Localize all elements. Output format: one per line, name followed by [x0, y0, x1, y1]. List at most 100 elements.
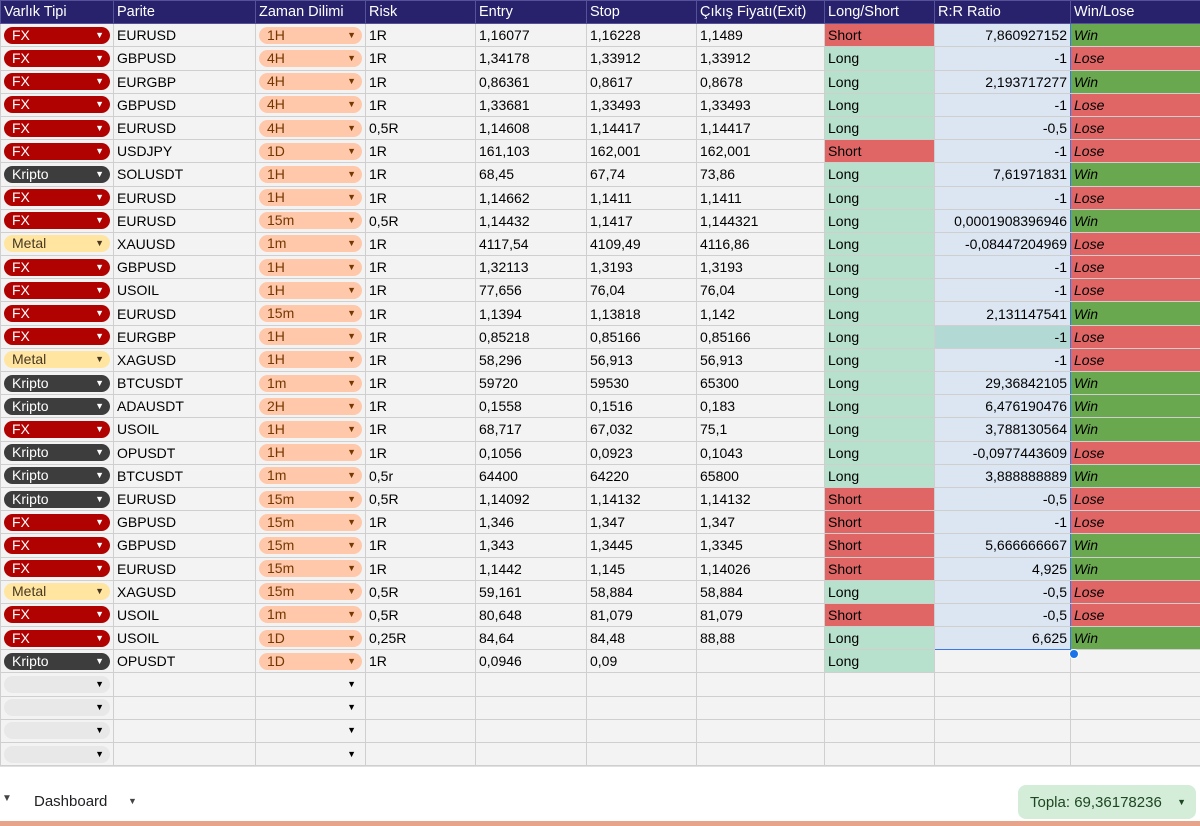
asset-type-dropdown[interactable]: Kripto ▼: [4, 444, 110, 462]
risk-cell[interactable]: 1R: [365, 394, 476, 419]
pair-cell[interactable]: EURUSD: [113, 486, 256, 512]
stop-cell[interactable]: 58,884: [586, 579, 697, 604]
entry-cell[interactable]: 0,86361: [475, 69, 587, 94]
direction-cell[interactable]: Long: [824, 255, 935, 280]
asset-type-cell[interactable]: FX ▼: [0, 510, 114, 535]
direction-cell[interactable]: [824, 672, 935, 697]
win-lose-cell[interactable]: Lose: [1070, 579, 1200, 604]
risk-cell[interactable]: 1R: [365, 301, 476, 326]
timeframe-cell[interactable]: 4H ▼: [255, 69, 366, 94]
timeframe-cell[interactable]: ▼: [255, 672, 366, 697]
rr-ratio-cell[interactable]: -1: [934, 510, 1071, 535]
asset-type-dropdown[interactable]: FX ▼: [4, 96, 110, 114]
asset-type-dropdown[interactable]: FX ▼: [4, 420, 110, 438]
exit-cell[interactable]: 1,3193: [696, 255, 825, 280]
asset-type-dropdown[interactable]: FX ▼: [4, 513, 110, 531]
exit-cell[interactable]: 1,1411: [696, 185, 825, 210]
asset-type-dropdown[interactable]: FX ▼: [4, 536, 110, 554]
stop-cell[interactable]: 1,145: [586, 556, 697, 581]
rr-ratio-cell[interactable]: -1: [934, 324, 1071, 349]
rr-ratio-cell[interactable]: 3,788130564: [934, 417, 1071, 442]
asset-type-cell[interactable]: FX ▼: [0, 602, 114, 628]
win-lose-cell[interactable]: Win: [1070, 626, 1200, 651]
direction-cell[interactable]: Long: [824, 324, 935, 349]
chevron-down-icon[interactable]: ▼: [128, 796, 137, 806]
pair-cell[interactable]: XAUUSD: [113, 231, 256, 257]
asset-type-cell[interactable]: FX ▼: [0, 115, 114, 141]
asset-type-cell[interactable]: ▼: [0, 741, 114, 766]
rr-ratio-cell[interactable]: -1: [934, 278, 1071, 303]
timeframe-dropdown[interactable]: 15m ▼: [259, 490, 362, 508]
stop-cell[interactable]: 64220: [586, 463, 697, 488]
direction-cell[interactable]: Short: [824, 23, 935, 48]
win-lose-cell[interactable]: Win: [1070, 208, 1200, 233]
asset-type-cell[interactable]: Kripto ▼: [0, 649, 114, 674]
asset-type-cell[interactable]: FX ▼: [0, 324, 114, 349]
risk-cell[interactable]: 1R: [365, 92, 476, 117]
risk-cell[interactable]: [365, 695, 476, 720]
timeframe-dropdown[interactable]: 15m ▼: [259, 560, 362, 578]
risk-cell[interactable]: 0,5R: [365, 208, 476, 233]
entry-cell[interactable]: 1,33681: [475, 92, 587, 117]
exit-cell[interactable]: 73,86: [696, 162, 825, 187]
asset-type-cell[interactable]: Kripto ▼: [0, 486, 114, 512]
risk-cell[interactable]: 0,25R: [365, 626, 476, 651]
rr-ratio-cell[interactable]: -0,08447204969: [934, 231, 1071, 257]
asset-type-cell[interactable]: FX ▼: [0, 255, 114, 280]
exit-cell[interactable]: 0,85166: [696, 324, 825, 349]
timeframe-dropdown[interactable]: 1H ▼: [259, 165, 362, 183]
exit-cell[interactable]: [696, 741, 825, 766]
exit-cell[interactable]: 1,1489: [696, 23, 825, 48]
asset-type-dropdown[interactable]: FX ▼: [4, 26, 110, 44]
stop-cell[interactable]: 1,14417: [586, 115, 697, 141]
risk-cell[interactable]: 1R: [365, 370, 476, 396]
win-lose-cell[interactable]: Lose: [1070, 139, 1200, 164]
entry-cell[interactable]: 1,16077: [475, 23, 587, 48]
stop-cell[interactable]: 4109,49: [586, 231, 697, 257]
win-lose-cell[interactable]: Win: [1070, 417, 1200, 442]
direction-cell[interactable]: Short: [824, 533, 935, 558]
pair-cell[interactable]: EURUSD: [113, 115, 256, 141]
stop-cell[interactable]: 59530: [586, 370, 697, 396]
win-lose-cell[interactable]: Lose: [1070, 347, 1200, 373]
direction-cell[interactable]: Long: [824, 208, 935, 233]
timeframe-cell[interactable]: 4H ▼: [255, 92, 366, 117]
exit-cell[interactable]: 58,884: [696, 579, 825, 604]
entry-cell[interactable]: 1,14608: [475, 115, 587, 141]
win-lose-cell[interactable]: Lose: [1070, 185, 1200, 210]
risk-cell[interactable]: 1R: [365, 231, 476, 257]
entry-cell[interactable]: 59720: [475, 370, 587, 396]
pair-cell[interactable]: [113, 695, 256, 720]
win-lose-cell[interactable]: Lose: [1070, 602, 1200, 628]
timeframe-cell[interactable]: 1m ▼: [255, 370, 366, 396]
column-header[interactable]: R:R Ratio: [934, 0, 1071, 25]
asset-type-cell[interactable]: Kripto ▼: [0, 162, 114, 187]
asset-type-cell[interactable]: FX ▼: [0, 208, 114, 233]
entry-cell[interactable]: 64400: [475, 463, 587, 488]
asset-type-dropdown[interactable]: Kripto ▼: [4, 467, 110, 485]
rr-ratio-cell[interactable]: -1: [934, 139, 1071, 164]
entry-cell[interactable]: 1,14432: [475, 208, 587, 233]
pair-cell[interactable]: BTCUSDT: [113, 370, 256, 396]
stop-cell[interactable]: 0,1516: [586, 394, 697, 419]
entry-cell[interactable]: 58,296: [475, 347, 587, 373]
entry-cell[interactable]: 1,1442: [475, 556, 587, 581]
entry-cell[interactable]: 0,1056: [475, 440, 587, 465]
direction-cell[interactable]: Short: [824, 602, 935, 628]
timeframe-cell[interactable]: 15m ▼: [255, 301, 366, 326]
timeframe-cell[interactable]: 1H ▼: [255, 162, 366, 187]
risk-cell[interactable]: [365, 672, 476, 697]
timeframe-dropdown[interactable]: ▼: [259, 722, 362, 739]
win-lose-cell[interactable]: [1070, 718, 1200, 744]
rr-ratio-cell[interactable]: -0,5: [934, 602, 1071, 628]
rr-ratio-cell[interactable]: -1: [934, 255, 1071, 280]
pair-cell[interactable]: XAGUSD: [113, 579, 256, 604]
entry-cell[interactable]: 1,14092: [475, 486, 587, 512]
timeframe-dropdown[interactable]: 1D ▼: [259, 652, 362, 670]
asset-type-dropdown[interactable]: Kripto ▼: [4, 374, 110, 392]
sum-indicator[interactable]: Topla: 69,36178236 ▼: [1018, 785, 1196, 819]
column-header[interactable]: Risk: [365, 0, 476, 25]
asset-type-dropdown[interactable]: Metal ▼: [4, 583, 110, 601]
exit-cell[interactable]: 1,347: [696, 510, 825, 535]
pair-cell[interactable]: GBPUSD: [113, 255, 256, 280]
